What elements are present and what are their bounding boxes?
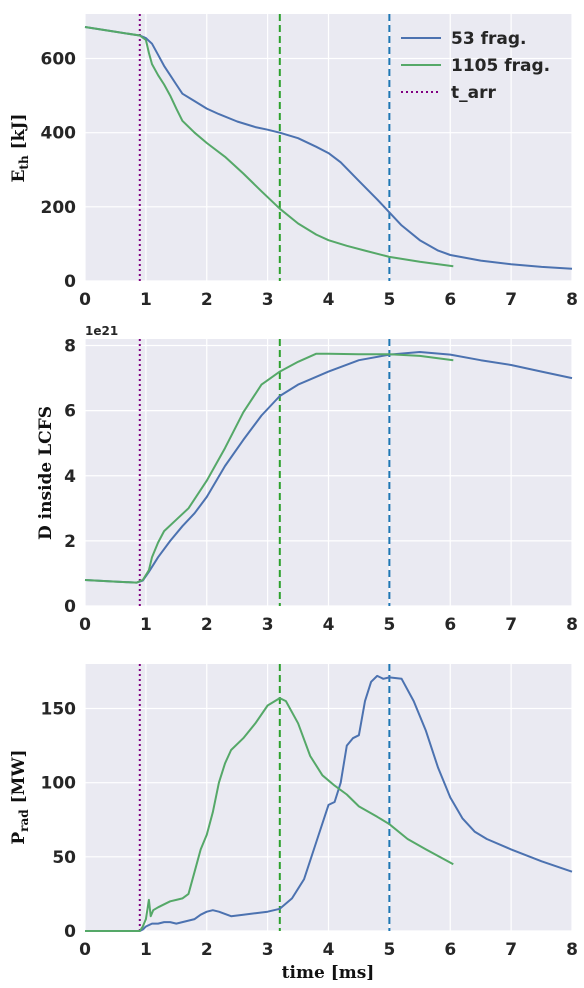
x-tick-label: 6	[444, 615, 456, 635]
y-tick-label: 0	[64, 922, 76, 942]
series-line-53-frag	[85, 674, 573, 932]
series	[85, 674, 573, 932]
x-tick-label: 7	[505, 940, 517, 960]
y-tick-label: 0	[64, 272, 76, 292]
y-tick-label: 400	[41, 124, 77, 144]
series	[84, 26, 573, 270]
x-tick-label: 4	[323, 940, 335, 960]
x-tick-label: 2	[201, 615, 213, 635]
y-tick-label: 100	[41, 774, 77, 794]
series-line-53-frag	[84, 26, 573, 270]
x-tick-label: 4	[323, 615, 335, 635]
grid	[84, 664, 573, 932]
y-tick-label: 50	[52, 848, 76, 868]
x-tick-label: 7	[505, 615, 517, 635]
y-tick-label: 600	[41, 50, 77, 70]
x-tick-labels: 0 1 2 3 4 5 6 7 8	[79, 290, 578, 310]
x-tick-label: 1	[140, 615, 152, 635]
y-axis-label-sub: th	[17, 155, 31, 170]
vlines	[138, 664, 391, 931]
y-tick-label: 4	[64, 467, 76, 487]
x-tick-label: 2	[201, 290, 213, 310]
legend-label-t-arr: t_arr	[451, 83, 496, 103]
y-axis-offset-text: 1e21	[85, 324, 118, 338]
x-tick-label: 8	[566, 290, 578, 310]
y-tick-label: 0	[64, 597, 76, 617]
y-tick-label: 6	[64, 402, 76, 422]
y-tick-label: 150	[41, 700, 77, 720]
x-tick-label: 8	[566, 615, 578, 635]
x-axis-label: time [ms]	[282, 963, 375, 983]
series-line-1105-frag	[85, 697, 454, 932]
panel-radiated-power: 0 1 2 3 4 5 6 7 8 0 50 100 150 Prad [MW] time [ms]	[9, 664, 578, 983]
series-line-1105-frag	[84, 352, 454, 584]
legend-label-53-frag: 53 frag.	[451, 29, 526, 49]
y-tick-labels: 0 50 100 150	[41, 700, 77, 943]
x-tick-label: 3	[262, 615, 274, 635]
series-line-1105-frag	[84, 26, 454, 268]
x-tick-label: 5	[383, 615, 395, 635]
grid	[84, 14, 573, 282]
x-tick-label: 6	[444, 940, 456, 960]
x-tick-label: 3	[262, 290, 274, 310]
x-tick-label: 2	[201, 940, 213, 960]
y-axis-label-main: E	[9, 170, 29, 183]
x-tick-label: 6	[444, 290, 456, 310]
x-tick-label: 4	[323, 290, 335, 310]
series	[84, 351, 573, 584]
panel-deuterium-content: 0 1 2 3 4 5 6 7 8 0 2 4 6 8 1e21 D inside LCFS	[36, 324, 578, 635]
x-tick-label: 0	[79, 290, 91, 310]
panel-thermal-energy: 0 1 2 3 4 5 6 7 8 0 200 400 600 Eth [kJ] 53 frag. 1…	[9, 14, 578, 310]
legend-label-1105-frag: 1105 frag.	[451, 56, 550, 76]
x-tick-label: 0	[79, 615, 91, 635]
x-tick-label: 5	[383, 940, 395, 960]
y-axis-label: D inside LCFS	[36, 406, 56, 540]
legend: 53 frag. 1105 frag. t_arr	[401, 29, 550, 103]
y-tick-label: 2	[64, 532, 76, 552]
x-tick-label: 7	[505, 290, 517, 310]
y-axis-label: Eth [kJ]	[9, 113, 31, 182]
y-axis-label-unit: [MW]	[9, 749, 29, 809]
y-tick-labels: 0 2 4 6 8	[64, 337, 76, 617]
y-axis-label-unit: [kJ]	[9, 113, 29, 155]
x-tick-label: 1	[140, 290, 152, 310]
y-tick-labels: 0 200 400 600	[41, 50, 77, 293]
y-axis-label-sub: rad	[17, 809, 31, 832]
vlines	[138, 339, 391, 606]
x-tick-label: 8	[566, 940, 578, 960]
y-tick-label: 200	[41, 198, 77, 218]
x-tick-label: 3	[262, 940, 274, 960]
x-tick-labels: 0 1 2 3 4 5 6 7 8	[79, 940, 578, 960]
vlines	[138, 14, 391, 281]
y-axis-label-main: P	[9, 832, 29, 845]
y-axis-label: Prad [MW]	[9, 749, 31, 844]
x-tick-label: 5	[383, 290, 395, 310]
x-tick-label: 1	[140, 940, 152, 960]
y-tick-label: 8	[64, 337, 76, 357]
x-tick-label: 0	[79, 940, 91, 960]
x-tick-labels: 0 1 2 3 4 5 6 7 8	[79, 615, 578, 635]
